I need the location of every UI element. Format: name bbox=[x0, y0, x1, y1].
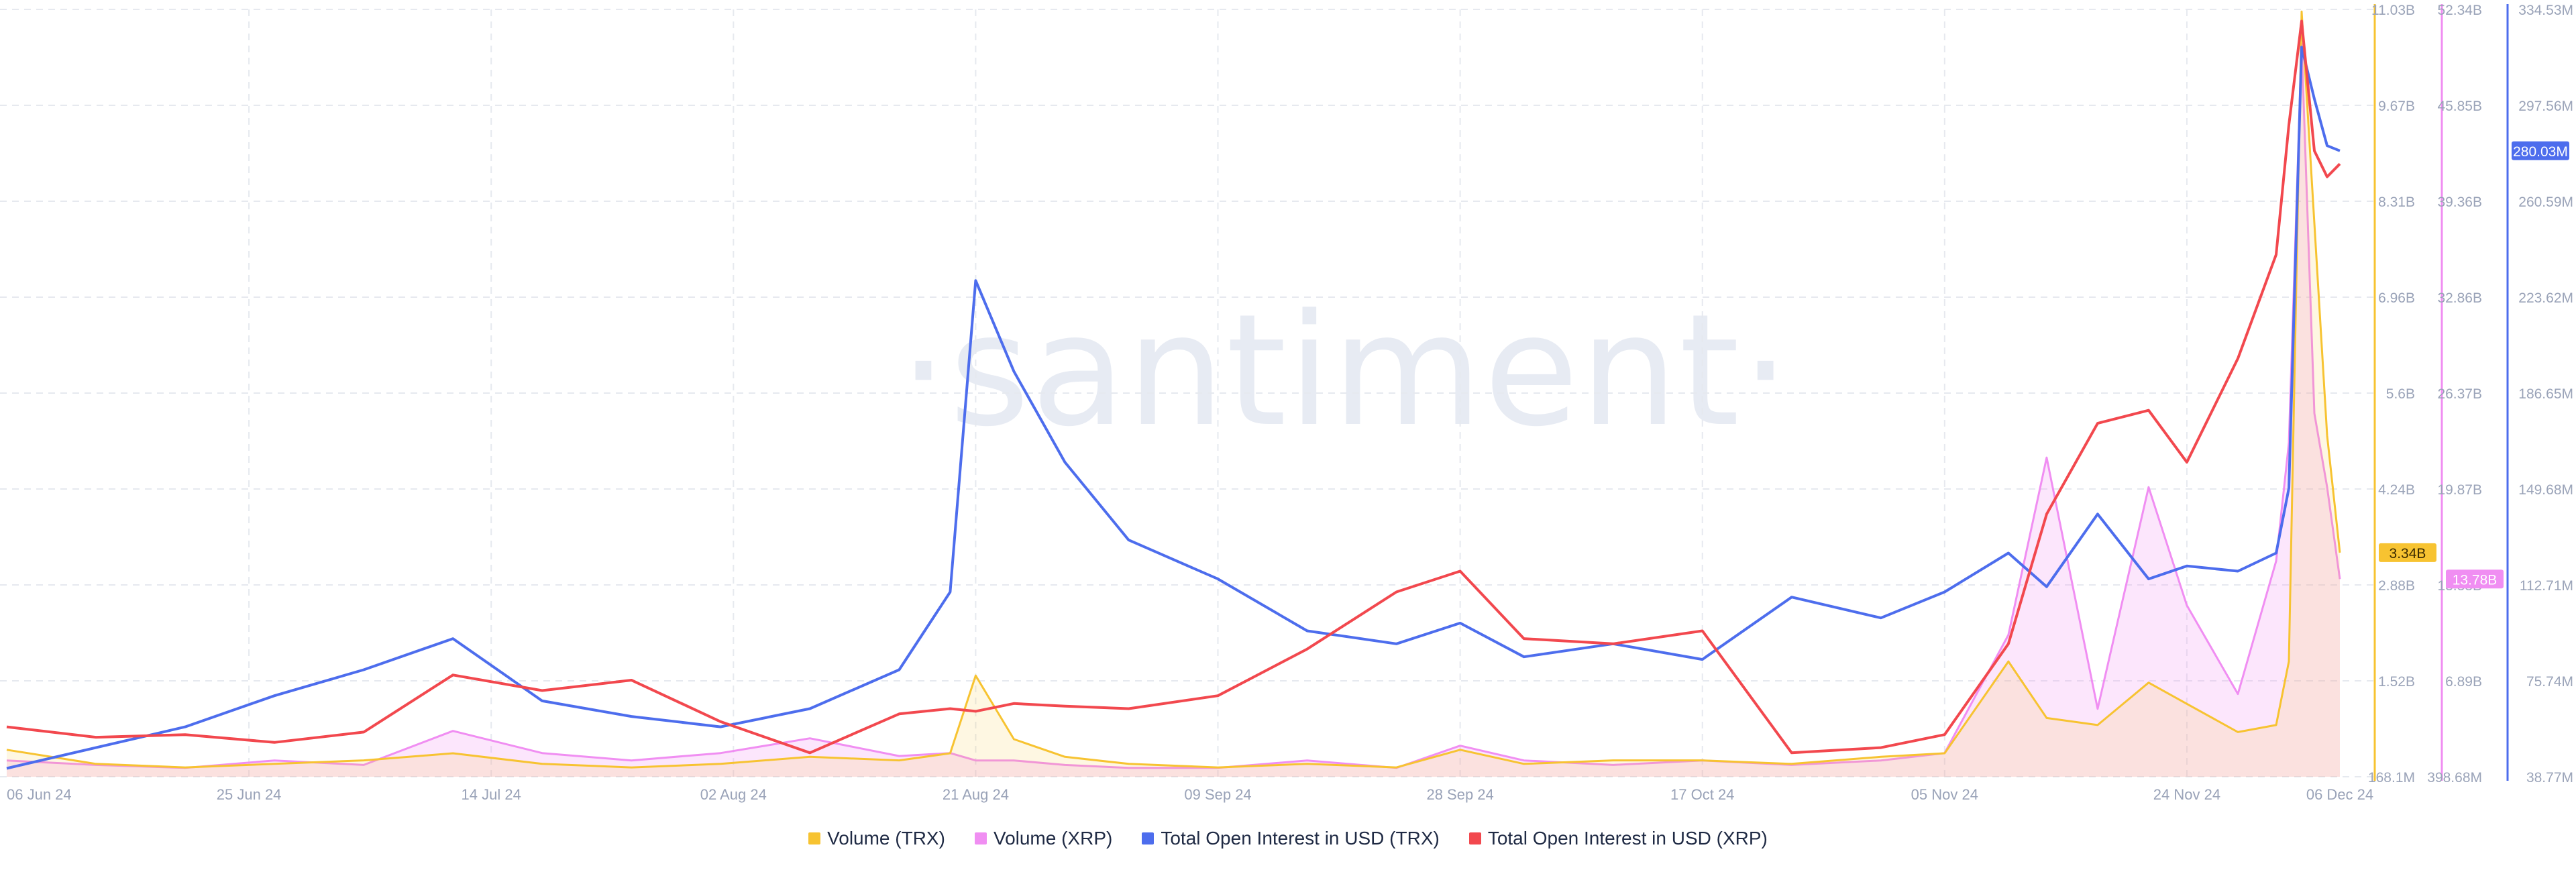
series-volume-trx bbox=[6, 10, 2341, 777]
x-tick-label: 28 Sep 24 bbox=[1426, 786, 1493, 803]
legend-swatch bbox=[974, 832, 987, 844]
y-tick-label: 45.85B bbox=[2437, 99, 2482, 114]
y-tick-label: 19.87B bbox=[2437, 482, 2482, 498]
x-tick-label: 05 Nov 24 bbox=[1911, 786, 1978, 803]
badge-label: 3.34B bbox=[2390, 546, 2426, 561]
x-tick-label: 02 Aug 24 bbox=[700, 786, 767, 803]
chart-legend: Volume (TRX) Volume (XRP) Total Open Int… bbox=[0, 824, 2576, 853]
series-oi-xrp bbox=[6, 19, 2341, 755]
y-tick-label: 6.89B bbox=[2445, 674, 2482, 690]
current-value-badge: 13.78B bbox=[2446, 569, 2504, 589]
badge-label: 280.03M bbox=[2513, 144, 2568, 160]
x-tick-label: 06 Jun 24 bbox=[7, 786, 72, 803]
legend-item-oi-xrp[interactable]: Total Open Interest in USD (XRP) bbox=[1468, 828, 1768, 849]
y-tick-label: 75.74M bbox=[2526, 674, 2573, 690]
series-volume-xrp-area bbox=[7, 44, 2340, 777]
y-axis-1: 168.1M 1.52B 2.88B 4.24B 5.6B 6.96B 8.31B 9.67B… bbox=[2368, 3, 2415, 785]
y-tick-label: 297.56M bbox=[2518, 99, 2573, 114]
y-tick-label: 26.37B bbox=[2437, 386, 2482, 402]
x-tick-label: 14 Jul 24 bbox=[462, 786, 521, 803]
y-tick-label: 38.77M bbox=[2526, 770, 2573, 785]
series-volume-trx-area bbox=[7, 11, 2340, 777]
x-tick-label: 25 Jun 24 bbox=[217, 786, 282, 803]
legend-label: Volume (TRX) bbox=[827, 828, 945, 849]
current-value-badge: 280.03M bbox=[2512, 141, 2569, 160]
legend-swatch bbox=[808, 832, 821, 844]
y-tick-label: 9.67B bbox=[2378, 99, 2415, 114]
series-oi-trx-line bbox=[6, 46, 2341, 770]
y-tick-label: 52.34B bbox=[2437, 3, 2482, 18]
legend-item-volume-trx[interactable]: Volume (TRX) bbox=[808, 828, 945, 849]
badge-background bbox=[2446, 569, 2504, 589]
y-tick-label: 2.88B bbox=[2378, 578, 2415, 594]
y-axis-2: 398.68M6.89B13.38B19.87B26.37B32.86B39.3… bbox=[2427, 3, 2482, 785]
x-tick-label: 21 Aug 24 bbox=[943, 786, 1009, 803]
legend-swatch bbox=[1468, 832, 1481, 844]
y-tick-label: 334.53M bbox=[2518, 3, 2573, 18]
series-oi-xrp-line bbox=[6, 19, 2341, 755]
badge-background bbox=[2379, 543, 2436, 562]
y-tick-label: 186.65M bbox=[2518, 386, 2573, 402]
y-tick-label: 149.68M bbox=[2518, 482, 2573, 498]
legend-label: Total Open Interest in USD (TRX) bbox=[1161, 828, 1440, 849]
x-axis: 06 Jun 24 25 Jun 24 14 Jul 24 02 Aug 24 21 A… bbox=[7, 786, 2373, 803]
y-tick-label: 32.86B bbox=[2437, 290, 2482, 306]
y-tick-label: 4.24B bbox=[2378, 482, 2415, 498]
y-tick-label: 112.71M bbox=[2520, 578, 2573, 594]
y-tick-label: 168.1M bbox=[2368, 770, 2415, 785]
legend-item-oi-trx[interactable]: Total Open Interest in USD (TRX) bbox=[1142, 828, 1440, 849]
x-tick-label: 06 Dec 24 bbox=[2306, 786, 2373, 803]
x-tick-label: 17 Oct 24 bbox=[1670, 786, 1734, 803]
legend-swatch bbox=[1142, 832, 1155, 844]
y-tick-label: 5.6B bbox=[2386, 386, 2415, 402]
x-tick-label: 09 Sep 24 bbox=[1184, 786, 1251, 803]
series-oi-trx bbox=[6, 46, 2341, 770]
y-tick-label: 8.31B bbox=[2378, 195, 2415, 210]
legend-label: Total Open Interest in USD (XRP) bbox=[1487, 828, 1768, 849]
y-tick-label: 260.59M bbox=[2518, 195, 2573, 210]
y-tick-label: 223.62M bbox=[2518, 290, 2573, 306]
grid bbox=[0, 9, 2375, 777]
badge-label: 13.78B bbox=[2453, 572, 2498, 588]
legend-item-volume-xrp[interactable]: Volume (XRP) bbox=[974, 828, 1113, 849]
legend-label: Volume (XRP) bbox=[993, 828, 1113, 849]
y-axis-3: 38.77M 75.74M 112.71M 149.68M 186.65M 223.62M… bbox=[2506, 3, 2573, 785]
y-tick-label: 11.03B bbox=[2371, 3, 2415, 18]
y-tick-label: 39.36B bbox=[2437, 195, 2482, 210]
y-tick-label: 1.52B bbox=[2378, 674, 2415, 690]
current-value-badge: 3.34B bbox=[2379, 543, 2436, 562]
badge-background bbox=[2512, 141, 2569, 160]
x-tick-label: 24 Nov 24 bbox=[2153, 786, 2220, 803]
y-tick-label: 398.68M bbox=[2427, 770, 2482, 785]
series-volume-xrp bbox=[6, 43, 2341, 777]
series-volume-xrp-line bbox=[6, 43, 2341, 769]
series-volume-trx-line bbox=[6, 10, 2341, 769]
y-tick-label: 6.96B bbox=[2378, 290, 2415, 306]
